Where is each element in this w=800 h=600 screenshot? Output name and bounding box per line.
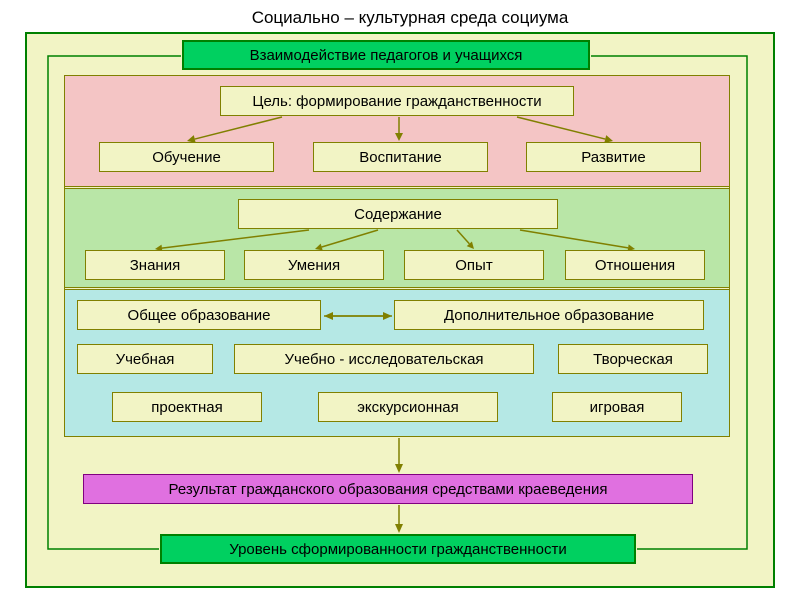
box-result: Результат гражданского образования средс… [83,474,693,504]
box-project: проектная [112,392,262,422]
box-relations: Отношения [565,250,705,280]
box-skills: Умения [244,250,384,280]
box-excursion: экскурсионная [318,392,498,422]
diagram-title: Социально – культурная среда социума [210,6,610,30]
box-experience: Опыт [404,250,544,280]
box-interaction: Взаимодействие педагогов и учащихся [182,40,590,70]
box-game: игровая [552,392,682,422]
box-development: Развитие [526,142,701,172]
box-research: Учебно - исследовательская [234,344,534,374]
box-content: Содержание [238,199,558,229]
box-knowledge: Знания [85,250,225,280]
box-goal: Цель: формирование гражданственности [220,86,574,116]
box-level: Уровень сформированности гражданственнос… [160,534,636,564]
box-upbringing: Воспитание [313,142,488,172]
diagram-canvas: Социально – культурная среда социума Взаи… [0,0,800,600]
box-addl-ed: Дополнительное образование [394,300,704,330]
box-general-ed: Общее образование [77,300,321,330]
box-training: Обучение [99,142,274,172]
box-creative: Творческая [558,344,708,374]
box-study: Учебная [77,344,213,374]
